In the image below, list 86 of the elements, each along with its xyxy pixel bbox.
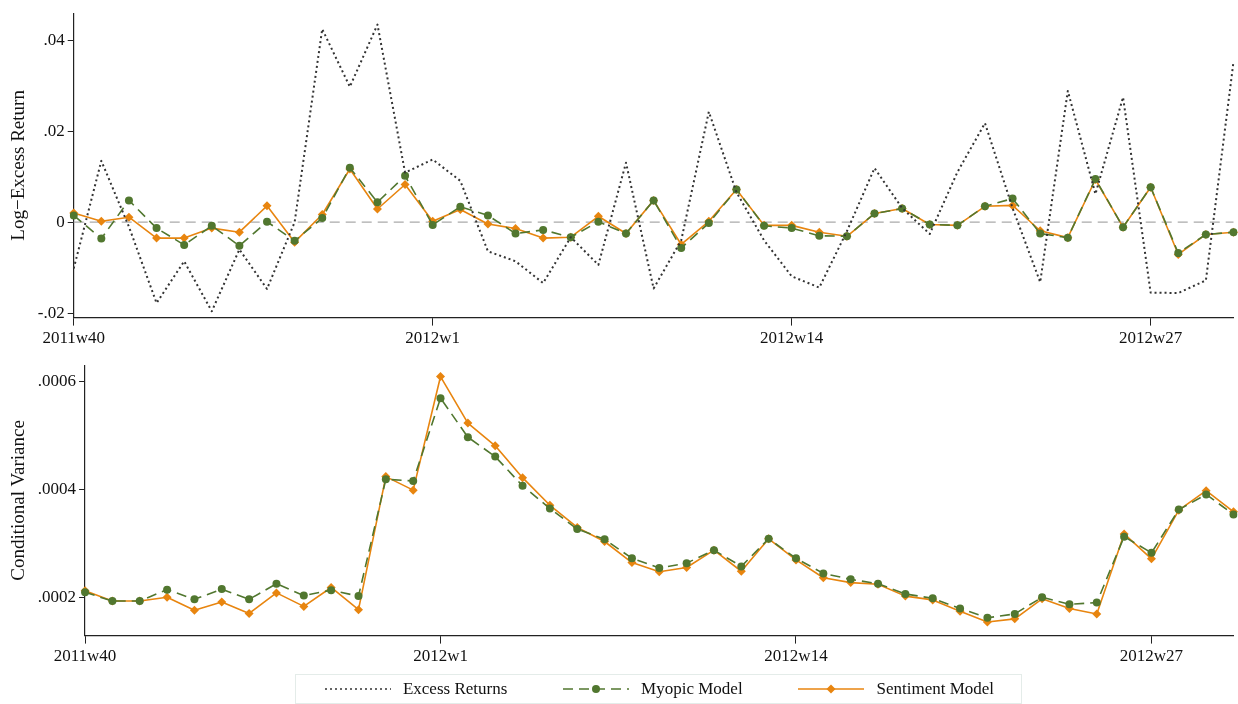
point (263, 217, 272, 226)
point (737, 562, 746, 571)
point (490, 441, 500, 451)
point (682, 559, 691, 568)
point (152, 233, 162, 243)
point (217, 585, 226, 594)
point (1092, 598, 1101, 607)
point (262, 201, 272, 211)
x-tick-label: 2011w40 (42, 328, 106, 348)
point (271, 588, 281, 598)
x-tick-label: 2012w1 (405, 328, 461, 348)
point (179, 233, 189, 243)
point (538, 233, 548, 243)
x-tick-label: 2012w14 (764, 646, 829, 666)
x-tick-label: 2012w27 (1119, 646, 1184, 666)
point (299, 591, 308, 600)
x-tick-label: 2012w1 (413, 646, 468, 666)
x-tick-label: 2012w27 (1119, 328, 1183, 348)
y-tick-label: .0002 (37, 587, 77, 607)
point (1065, 600, 1074, 609)
y-tick-label: .0006 (37, 370, 77, 390)
point (819, 569, 828, 578)
point (1202, 490, 1211, 499)
point (163, 585, 172, 594)
point (483, 211, 492, 220)
point (428, 220, 437, 229)
point (180, 240, 189, 249)
point (97, 234, 106, 243)
point (511, 229, 520, 238)
point (518, 473, 528, 483)
legend-label: Excess Returns (402, 679, 508, 699)
point (594, 217, 603, 226)
y-axis-title: Conditional Variance (7, 420, 29, 581)
y-tick-label: 0 (56, 211, 65, 231)
point (245, 595, 254, 604)
point (162, 592, 172, 602)
point (124, 196, 133, 205)
point (815, 231, 824, 240)
x-tick-label: 2011w40 (53, 646, 117, 666)
point (408, 485, 418, 495)
point (353, 605, 363, 615)
point (436, 372, 446, 382)
point (217, 597, 227, 607)
point (96, 216, 106, 226)
point (436, 394, 445, 403)
point (463, 418, 473, 428)
point (234, 227, 244, 237)
y-tick-label: .04 (43, 29, 66, 49)
point (545, 504, 554, 513)
y-tick-label: -.02 (37, 302, 65, 322)
point (491, 452, 500, 461)
point (152, 224, 161, 233)
point (189, 605, 199, 615)
point (983, 613, 992, 622)
y-tick-label: .02 (43, 120, 65, 140)
point (655, 564, 664, 572)
point (1147, 548, 1156, 557)
y-axis-title: Log−Excess Return (7, 89, 29, 241)
point (1092, 609, 1102, 619)
point (787, 224, 796, 233)
point (539, 225, 548, 234)
point (518, 481, 527, 490)
point (124, 212, 134, 222)
point (463, 433, 472, 442)
point (483, 219, 493, 229)
y-tick-label: .0004 (37, 479, 77, 499)
point (409, 476, 418, 485)
point (327, 586, 336, 595)
point (1010, 609, 1019, 618)
point (235, 241, 244, 250)
point (190, 595, 199, 604)
point (272, 579, 281, 588)
legend-label: Sentiment Model (876, 679, 995, 699)
point (401, 171, 410, 180)
point (627, 554, 636, 563)
point (677, 244, 686, 253)
point (299, 601, 309, 611)
point (400, 179, 410, 189)
point (354, 592, 363, 601)
line-series (72, 23, 1235, 313)
point (318, 214, 327, 223)
point (244, 608, 254, 618)
point (846, 575, 855, 584)
x-tick-label: 2012w14 (760, 328, 824, 348)
point (373, 198, 382, 207)
legend-label: Myopic Model (641, 679, 743, 699)
